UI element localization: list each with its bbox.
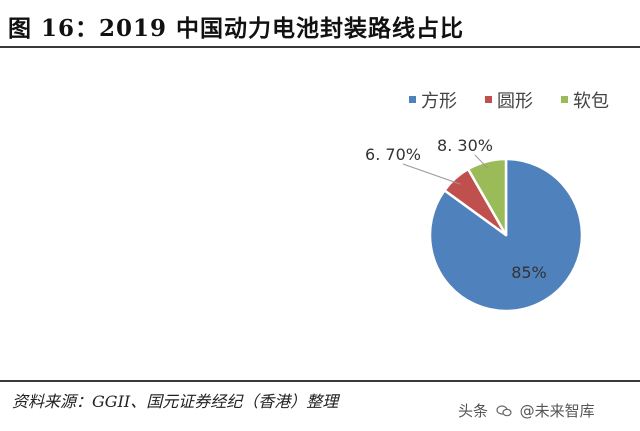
watermark-prefix: 头条 xyxy=(458,402,489,420)
data-label-2: 6. 70% xyxy=(365,145,421,164)
leader-line-3 xyxy=(474,154,489,170)
watermark: 头条 @未来智库 xyxy=(458,400,595,421)
legend-label-1: 方形 xyxy=(421,91,457,112)
leader-line-2 xyxy=(402,163,461,185)
legend-swatch-1 xyxy=(409,96,416,103)
data-label-3: 8. 30% xyxy=(437,136,493,155)
wechat-icon xyxy=(496,405,512,417)
legend-label-3: 软包 xyxy=(573,91,609,112)
legend-label-2: 圆形 xyxy=(497,91,533,112)
data-label-1: 85% xyxy=(511,263,547,282)
watermark-name: @未来智库 xyxy=(519,402,595,420)
footer-divider xyxy=(0,380,640,382)
legend-swatch-2 xyxy=(485,96,492,103)
figure-title: 图 16：2019 中国动力电池封装路线占比 xyxy=(8,15,465,42)
data-labels: 85% 6. 70% 8. 30% xyxy=(365,136,547,282)
legend-swatch-3 xyxy=(561,96,568,103)
title-divider xyxy=(0,46,640,48)
legend: 方形 圆形 软包 xyxy=(409,91,609,112)
pie-chart: 方形 圆形 软包 85% 6. 70% 8. 30% xyxy=(365,91,609,313)
pie-slices xyxy=(428,157,584,313)
pie-slice-3 xyxy=(466,157,508,237)
source-note: 资料来源：GGII、国元证券经纪（香港）整理 xyxy=(12,392,339,411)
